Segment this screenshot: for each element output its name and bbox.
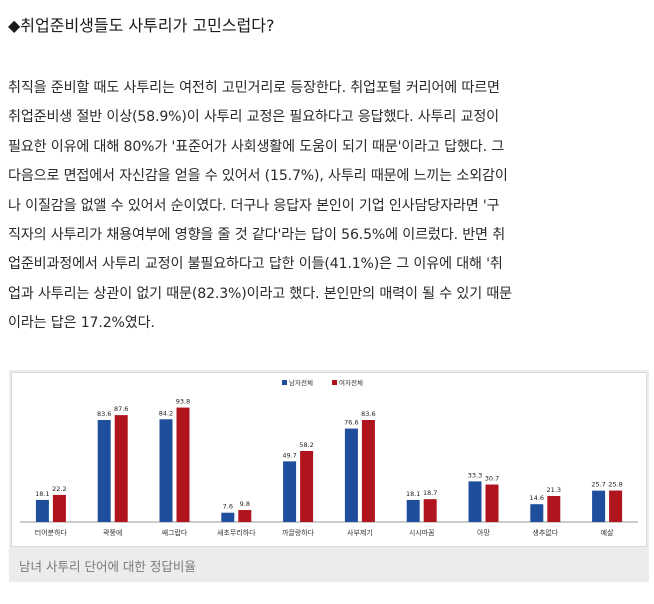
category-label: 생추없다 bbox=[532, 528, 558, 537]
data-label: 33.3 bbox=[468, 471, 482, 479]
bar-female bbox=[423, 499, 437, 522]
bar-female bbox=[52, 494, 66, 522]
bar-female bbox=[361, 420, 375, 522]
category-label: 쌔그랍다 bbox=[162, 528, 188, 537]
data-label: 30.7 bbox=[485, 475, 499, 483]
bar-male bbox=[468, 481, 482, 522]
bar-chart: 남자전체 여자전체18.122.2터어분하다83.687.6곽쭝에84.293.8… bbox=[20, 378, 638, 537]
category-label: 까끌랑하다 bbox=[282, 528, 315, 537]
legend-swatch bbox=[282, 380, 287, 385]
data-label: 7.6 bbox=[223, 503, 233, 511]
bar-male bbox=[406, 499, 420, 522]
category-label: 아망 bbox=[477, 528, 490, 537]
bar-male bbox=[97, 420, 111, 522]
data-label: 83.6 bbox=[97, 410, 111, 418]
paragraph-line: 업과 사투리는 상관이 없기 때문(82.3%)이라고 했다. 본인만의 매력이… bbox=[8, 285, 512, 302]
paragraph-line: 업준비과정에서 사투리 교정이 불필요하다고 답한 이들(41.1%)은 그 이… bbox=[8, 256, 503, 273]
chart-figure: 남자전체 여자전체 18.1 22.2 터어분하다 83.6 87.6 곽쭝에 84.2 93.8… bbox=[9, 370, 649, 582]
data-label: 18.7 bbox=[423, 489, 437, 497]
section-heading: ◆취업준비생들도 사투리가 고민스럽다? bbox=[8, 16, 275, 35]
data-label: 14.6 bbox=[530, 494, 544, 502]
bar-male bbox=[592, 490, 606, 522]
paragraph-line: 필요한 이유에 대해 80%가 '표준어가 사회생활에 도움이 되기 때문'이라… bbox=[8, 138, 505, 155]
bar-female bbox=[609, 490, 623, 522]
data-label: 87.6 bbox=[114, 405, 128, 413]
bar-female bbox=[300, 450, 314, 522]
category-label: 시시마꼼 bbox=[409, 528, 435, 537]
data-label: 25.7 bbox=[591, 481, 605, 489]
legend-label: 남자전체 bbox=[289, 378, 313, 387]
data-label: 18.1 bbox=[35, 490, 49, 498]
category-label: 예살 bbox=[601, 528, 614, 537]
bar-male bbox=[221, 512, 235, 522]
paragraph-line: 나 이질감을 없앨 수 있어서 순이였다. 더구나 응답자 본인이 기업 인사담… bbox=[8, 197, 500, 214]
bar-male bbox=[35, 499, 49, 522]
category-label: 터어분하다 bbox=[35, 528, 68, 537]
article-paragraph: 취직을 준비할 때도 사투리는 여전히 고민거리로 등장한다. 취업포털 커리어… bbox=[8, 74, 648, 339]
bar-male bbox=[159, 419, 173, 522]
data-label: 93.8 bbox=[176, 398, 190, 406]
data-label: 49.7 bbox=[282, 451, 296, 459]
data-label: 84.2 bbox=[159, 409, 173, 417]
legend-swatch bbox=[332, 380, 337, 385]
figure-caption: 남녀 사투리 단어에 대한 정답비율 bbox=[19, 559, 196, 574]
category-label: 곽쭝에 bbox=[103, 528, 122, 537]
category-label: 사부제기 bbox=[347, 528, 373, 537]
legend-label: 여자전체 bbox=[339, 378, 363, 387]
bar-female bbox=[485, 484, 499, 522]
bar-female bbox=[547, 496, 561, 522]
data-label: 9.8 bbox=[240, 500, 250, 508]
bar-female bbox=[176, 407, 190, 522]
data-label: 22.2 bbox=[52, 485, 66, 493]
bar-female bbox=[238, 510, 252, 522]
bar-male bbox=[283, 461, 297, 522]
data-label: 21.3 bbox=[547, 486, 561, 494]
data-label: 25.8 bbox=[608, 481, 622, 489]
data-label: 18.1 bbox=[406, 490, 420, 498]
paragraph-line: 다음으로 면접에서 자신감을 얻을 수 있어서 (15.7%), 사투리 때문에… bbox=[8, 168, 508, 185]
paragraph-line: 취직을 준비할 때도 사투리는 여전히 고민거리로 등장한다. 취업포털 커리어… bbox=[8, 80, 500, 96]
chart-container: 남자전체 여자전체 18.1 22.2 터어분하다 83.6 87.6 곽쭝에 84.2 93.8… bbox=[11, 372, 647, 547]
data-label: 76.6 bbox=[344, 419, 358, 427]
paragraph-line: 이라는 답은 17.2%였다. bbox=[8, 315, 155, 332]
category-label: 새초무리하다 bbox=[217, 528, 256, 537]
paragraph-line: 직자의 사투리가 채용여부에 영향을 줄 것 같다'라는 답이 56.5%에 이… bbox=[8, 226, 506, 243]
bar-male bbox=[530, 504, 544, 522]
data-label: 58.2 bbox=[299, 441, 313, 449]
bar-female bbox=[114, 415, 128, 522]
paragraph-line: 취업준비생 절반 이상(58.9%)이 사투리 교정은 필요하다고 응답했다. … bbox=[8, 109, 499, 126]
bar-male bbox=[344, 428, 358, 522]
data-label: 83.6 bbox=[361, 410, 375, 418]
